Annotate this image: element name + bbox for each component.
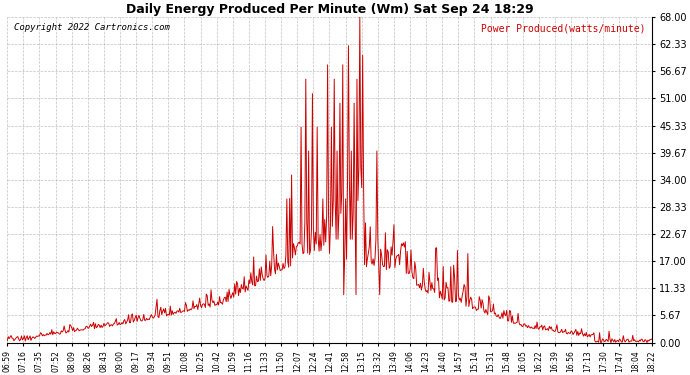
Text: Power Produced(watts/minute): Power Produced(watts/minute) [481,24,645,33]
Title: Daily Energy Produced Per Minute (Wm) Sat Sep 24 18:29: Daily Energy Produced Per Minute (Wm) Sa… [126,3,533,16]
Text: Copyright 2022 Cartronics.com: Copyright 2022 Cartronics.com [14,24,170,33]
